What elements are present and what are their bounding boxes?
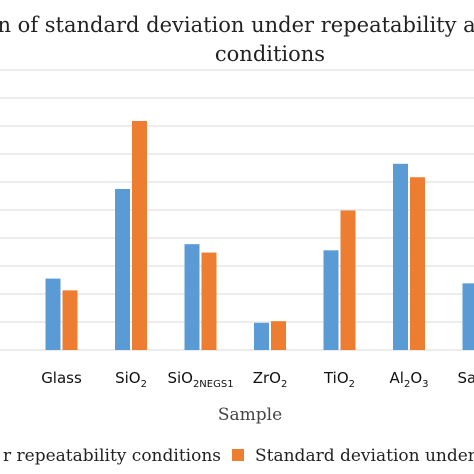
x-tick-label: SiO2 (115, 369, 147, 390)
bar-1-sio2negs1 (184, 244, 200, 350)
x-tick-label: SiO2NEGS1 (167, 369, 233, 390)
x-axis-title: Sample (218, 405, 282, 425)
chart-title-line-1: on of standard deviation under repeatabi… (0, 13, 474, 37)
bar-2-zro2 (271, 321, 286, 350)
x-tick-label: Al2O3 (390, 369, 429, 390)
bar-2-sio2negs1 (201, 252, 217, 350)
bar-1-al2o3 (393, 163, 408, 350)
bar-1-zro2 (254, 322, 269, 350)
legend: r repeatability conditions Standard devi… (3, 446, 474, 466)
bar-2-al2o3 (410, 177, 425, 350)
bar-1-saphi (462, 283, 474, 350)
x-tick-label: ZrO2 (253, 369, 288, 390)
x-tick-label: Saphi (458, 369, 474, 387)
bars (45, 120, 474, 351)
x-tick-label: Glass (41, 369, 82, 387)
bar-1-sio2 (115, 189, 130, 350)
bar-1-glass (45, 278, 61, 350)
legend-label-series-1: r repeatability conditions (3, 446, 221, 466)
bar-2-glass (62, 290, 78, 350)
legend-label-series-2: Standard deviation under (255, 446, 474, 466)
x-tick-label: TiO2 (323, 369, 355, 390)
chart-title-line-2: conditions (215, 42, 325, 66)
legend-swatch-series-2 (232, 449, 244, 461)
x-tick-labels: CGlassSiO2SiO2NEGS1ZrO2TiO2Al2O3Saphi (41, 369, 474, 390)
bar-1-tio2 (323, 250, 339, 350)
bar-2-sio2 (132, 120, 147, 351)
gridlines (0, 69, 474, 351)
bar-2-tio2 (340, 210, 356, 350)
